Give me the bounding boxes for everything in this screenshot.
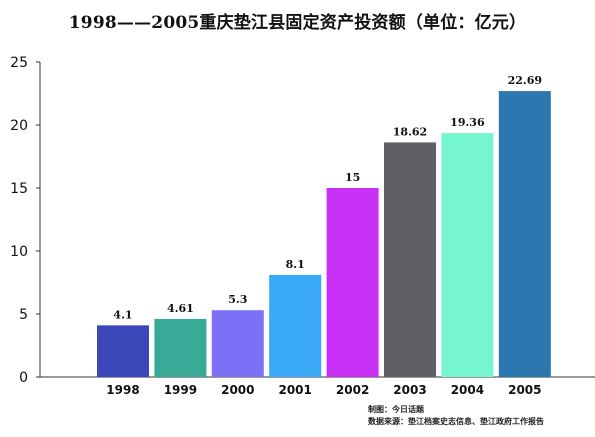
y-tick-label: 20 bbox=[10, 118, 28, 134]
y-tick-label: 0 bbox=[19, 370, 28, 386]
y-tick-label: 15 bbox=[10, 181, 28, 197]
x-tick-label-2001: 2001 bbox=[278, 383, 311, 397]
bar-2000 bbox=[211, 310, 264, 377]
bars bbox=[97, 91, 551, 377]
y-tick-label: 5 bbox=[19, 307, 28, 323]
value-label-2001: 8.1 bbox=[286, 258, 305, 271]
bar-1999 bbox=[154, 318, 207, 377]
bar-2002 bbox=[326, 188, 379, 377]
value-label-2002: 15 bbox=[345, 171, 360, 184]
value-labels: 4.1 4.61 5.3 8.1 15 18.62 19.36 22.69 bbox=[113, 74, 542, 321]
x-tick-label-2002: 2002 bbox=[336, 383, 369, 397]
credit-data-source: 数据来源：垫江档案史志信息、垫江政府工作报告 bbox=[368, 416, 544, 426]
value-label-2000: 5.3 bbox=[228, 293, 247, 306]
x-tick-label-2004: 2004 bbox=[451, 383, 484, 397]
bar-2005 bbox=[498, 91, 551, 377]
value-label-1998: 4.1 bbox=[113, 308, 132, 321]
y-tick-label: 25 bbox=[10, 55, 28, 71]
x-tick-labels: 1998 1999 2000 2001 2002 2003 2004 2005 bbox=[106, 383, 541, 397]
x-tick-label-2000: 2000 bbox=[221, 383, 254, 397]
credit-made-by: 制图：今日话题 bbox=[368, 404, 424, 414]
bar-2003 bbox=[384, 142, 436, 377]
value-label-2003: 18.62 bbox=[393, 125, 427, 138]
bar-2004 bbox=[441, 133, 494, 377]
x-tick-label-1998: 1998 bbox=[106, 383, 139, 397]
x-tick-label-2005: 2005 bbox=[508, 383, 541, 397]
bar-2001 bbox=[269, 274, 322, 377]
x-tick-label-1999: 1999 bbox=[164, 383, 197, 397]
x-tick-label-2003: 2003 bbox=[393, 383, 426, 397]
bar-1998 bbox=[97, 325, 149, 377]
chart-title: 1998——2005重庆垫江县固定资产投资额（单位：亿元） bbox=[68, 13, 527, 33]
value-label-2005: 22.69 bbox=[508, 74, 542, 87]
y-tick-label: 10 bbox=[10, 244, 28, 260]
y-tick-labels: 0 5 10 15 20 25 bbox=[10, 55, 40, 386]
value-label-1999: 4.61 bbox=[167, 302, 194, 315]
value-label-2004: 19.36 bbox=[450, 116, 485, 129]
